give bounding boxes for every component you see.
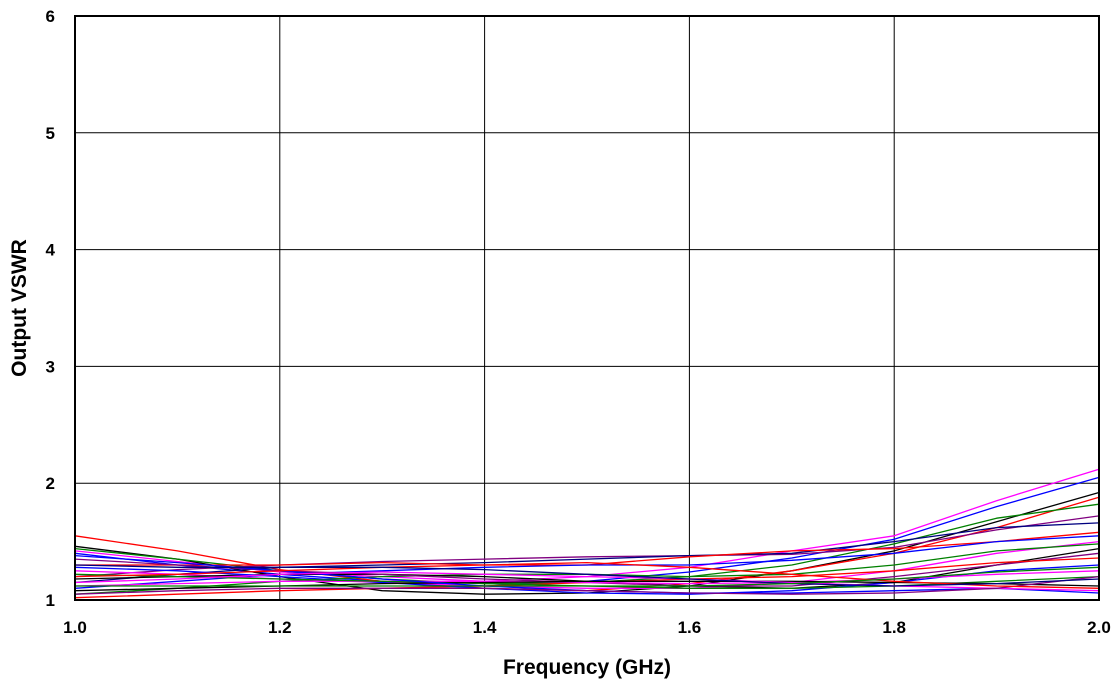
- series-line-9: [74, 535, 1100, 589]
- series-line-16: [74, 570, 1100, 587]
- series-line-21: [74, 575, 1100, 595]
- y-tick-label: 1: [46, 591, 55, 610]
- x-tick-label: 1.4: [473, 618, 497, 637]
- series-line-22: [74, 561, 1100, 589]
- y-tick-label: 3: [46, 357, 55, 376]
- y-tick-label: 4: [46, 241, 56, 260]
- plot-area-frame: [74, 15, 1100, 601]
- x-tick-label: 1.8: [882, 618, 906, 637]
- x-axis-tick-labels: 1.0 1.2 1.4 1.6 1.8 2.0: [63, 618, 1111, 637]
- x-tick-label: 1.6: [678, 618, 702, 637]
- series-line-10: [74, 540, 1100, 589]
- x-tick-label: 1.2: [268, 618, 292, 637]
- x-axis-title: Frequency (GHz): [503, 656, 671, 679]
- x-tick-label: 2.0: [1087, 618, 1111, 637]
- series-line-6: [74, 515, 1100, 578]
- series-line-23: [74, 564, 1100, 587]
- x-tick-label: 1.0: [63, 618, 87, 637]
- y-tick-label: 5: [46, 124, 55, 143]
- y-tick-label: 2: [46, 474, 55, 493]
- series-line-20: [74, 571, 1100, 592]
- y-axis-title: Output VSWR: [8, 239, 31, 377]
- series-line-15: [74, 564, 1100, 595]
- series-line-24: [75, 566, 1100, 587]
- series-lines: [74, 468, 1100, 599]
- y-axis-tick-labels: 1 2 3 4 5 6: [46, 7, 56, 610]
- y-tick-label: 6: [46, 7, 55, 26]
- series-line-7: [74, 522, 1100, 584]
